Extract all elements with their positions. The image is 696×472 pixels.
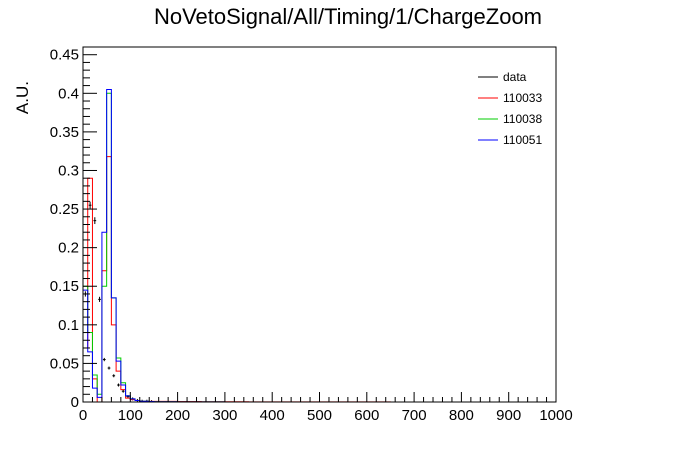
x-tick-label: 200 <box>165 407 190 424</box>
legend-entry-110033: 110033 <box>478 91 542 105</box>
series-110051 <box>82 88 225 403</box>
y-tick-label: 0.15 <box>50 278 79 295</box>
x-tick-label: 500 <box>307 407 332 424</box>
x-tick-label: 1000 <box>539 407 572 424</box>
series-data <box>84 201 153 403</box>
y-tick-label: 0.35 <box>50 124 79 141</box>
legend-entry-data: data <box>478 70 527 84</box>
x-tick-label: 400 <box>260 407 285 424</box>
legend-label: data <box>503 70 527 84</box>
plot-area <box>82 88 415 403</box>
axes: 0 100 200 300 400 500 600 700 800 900 1000 0 0.05 0.1… <box>50 46 573 424</box>
x-tick-label: 700 <box>402 407 427 424</box>
y-tick-label: 0.3 <box>58 162 79 179</box>
x-tick-label: 300 <box>212 407 237 424</box>
legend-label: 110033 <box>503 91 542 105</box>
legend-label: 110038 <box>503 112 542 126</box>
plot-frame <box>82 46 557 403</box>
series-110038 <box>82 92 225 403</box>
x-tick-label: 800 <box>449 407 474 424</box>
y-tick-label: 0 <box>71 394 79 411</box>
y-tick-label: 0.45 <box>50 47 79 64</box>
series-line-110051 <box>82 88 225 403</box>
y-tick-label: 0.05 <box>50 355 79 372</box>
series-line-110033 <box>82 156 415 403</box>
chart-title: NoVetoSignal/All/Timing/1/ChargeZoom <box>154 4 542 29</box>
y-tick-label: 0.1 <box>58 317 79 334</box>
x-tick-label: 600 <box>354 407 379 424</box>
legend: data 110033 110038 110051 <box>478 70 542 147</box>
x-tick-label: 900 <box>496 407 521 424</box>
legend-entry-110038: 110038 <box>478 112 542 126</box>
legend-label: 110051 <box>503 133 542 147</box>
y-axis-label: A.U. <box>13 81 32 114</box>
series-110033 <box>82 156 415 403</box>
x-tick-label: 0 <box>79 407 87 424</box>
x-tick-label: 100 <box>118 407 143 424</box>
y-tick-label: 0.4 <box>58 85 79 102</box>
y-tick-label: 0.2 <box>58 240 79 257</box>
series-line-110038 <box>82 92 225 403</box>
legend-entry-110051: 110051 <box>478 133 542 147</box>
y-tick-label: 0.25 <box>50 201 79 218</box>
